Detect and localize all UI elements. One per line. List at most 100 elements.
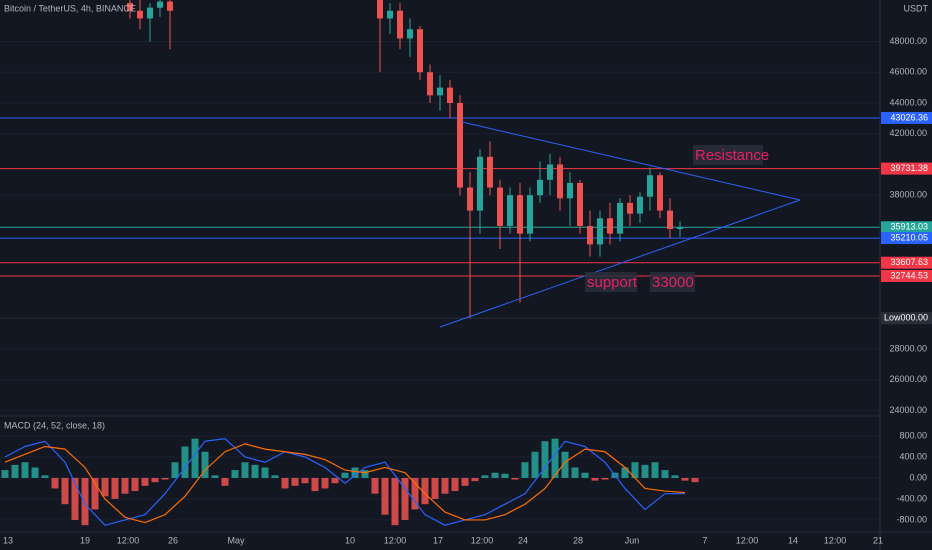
histogram-bar [571, 467, 579, 478]
histogram-bar [681, 477, 689, 481]
candle-body [127, 3, 133, 11]
histogram-bar [591, 477, 599, 481]
chart-title: Bitcoin / TetherUS, 4h, BINANCE [4, 3, 136, 13]
candle-body [157, 1, 163, 8]
histogram-bar [421, 477, 429, 505]
histogram-bar [31, 467, 39, 478]
histogram-bar [41, 475, 49, 478]
candle-body [447, 87, 453, 103]
macd-pane [0, 435, 880, 526]
histogram-bar [271, 475, 279, 478]
x-tick-label: 12:00 [824, 535, 847, 545]
x-tick-label: 26 [168, 535, 178, 545]
histogram-bar [521, 462, 529, 478]
histogram-bar [541, 441, 549, 478]
histogram-bar [331, 477, 339, 484]
x-tick-label: 10 [345, 535, 355, 545]
candle-body [147, 7, 153, 19]
y-tick-label: -400.00 [896, 493, 927, 503]
candle-body [617, 202, 623, 234]
annotation-box [650, 272, 695, 292]
histogram-bar [51, 477, 59, 489]
histogram-bar [561, 451, 569, 478]
candle-body [477, 156, 483, 211]
histogram-bar [131, 477, 139, 492]
candle-body [517, 195, 523, 234]
annotation: Resistance [695, 147, 769, 164]
price-label: 35913.03 [890, 222, 928, 232]
histogram-bar [161, 477, 169, 480]
candle-body [377, 0, 383, 19]
x-tick-label: 14 [788, 535, 798, 545]
candle-body [607, 218, 613, 234]
price-label-box [881, 162, 932, 175]
y-tick-label: 28000.00 [889, 343, 927, 353]
candle-body [417, 29, 423, 73]
x-tick-label: 17 [433, 535, 443, 545]
x-tick-label: 24 [518, 535, 528, 545]
annotation: support [587, 274, 638, 291]
candle-body [497, 187, 503, 226]
annotation: 33000 [652, 274, 694, 291]
histogram-bar [301, 477, 309, 484]
histogram-bar [491, 472, 499, 478]
y-tick-label: 42000.00 [889, 128, 927, 138]
histogram-bar [391, 477, 399, 526]
price-label-box [881, 111, 932, 124]
y-tick-label: 24000.00 [889, 405, 927, 415]
price-label: 43026.36 [890, 112, 928, 122]
candle-body [667, 210, 673, 230]
candle-body [567, 182, 573, 199]
price-label-box [881, 232, 932, 245]
macd-line [4, 437, 685, 526]
histogram-bar [671, 475, 679, 478]
histogram-bar [361, 470, 369, 478]
histogram-bar [241, 462, 249, 478]
price-label: 39731.38 [890, 163, 928, 173]
candle-body [457, 102, 463, 188]
candle-body [387, 10, 393, 19]
candle-body [627, 202, 633, 214]
candle-body [557, 164, 563, 199]
histogram-bar [371, 477, 379, 494]
histogram-bar [81, 477, 89, 526]
candle-body [657, 175, 663, 211]
histogram-bar [641, 464, 649, 478]
trendline [461, 121, 801, 201]
macd-line [4, 443, 686, 524]
x-tick-label: 12:00 [471, 535, 494, 545]
x-tick-label: 7 [702, 535, 707, 545]
histogram-bar [181, 446, 189, 478]
candle-body [677, 227, 683, 230]
price-label: 33607.63 [890, 257, 928, 267]
histogram-bar [11, 464, 19, 478]
histogram-bar [231, 470, 239, 478]
price-label: 32744.53 [890, 270, 928, 280]
y-tick-label: 46000.00 [889, 67, 927, 77]
y-tick-label: 400.00 [899, 451, 927, 461]
x-tick-label: 28 [573, 535, 583, 545]
y-tick-label: 38000.00 [889, 190, 927, 200]
candle-body [597, 218, 603, 245]
candle-body [537, 179, 543, 196]
histogram-bar [101, 477, 109, 497]
histogram-bar [651, 462, 659, 478]
candle-body [437, 87, 443, 96]
candle-body [427, 72, 433, 96]
histogram-bar [691, 477, 699, 483]
histogram-bar [91, 477, 99, 510]
histogram-bar [661, 470, 669, 478]
histogram-bar [171, 462, 179, 478]
histogram-bar [21, 462, 29, 478]
histogram-bar [511, 477, 519, 480]
y-tick-label: 48000.00 [889, 36, 927, 46]
x-tick-label: Jun [625, 535, 640, 545]
y-tick-label: 0.00 [909, 472, 927, 482]
histogram-bar [381, 477, 389, 515]
x-tick-label: 21 [873, 535, 883, 545]
price-label-box [881, 269, 932, 282]
price-label-box [881, 256, 932, 269]
candle-body [527, 195, 533, 234]
histogram-bar [621, 467, 629, 478]
